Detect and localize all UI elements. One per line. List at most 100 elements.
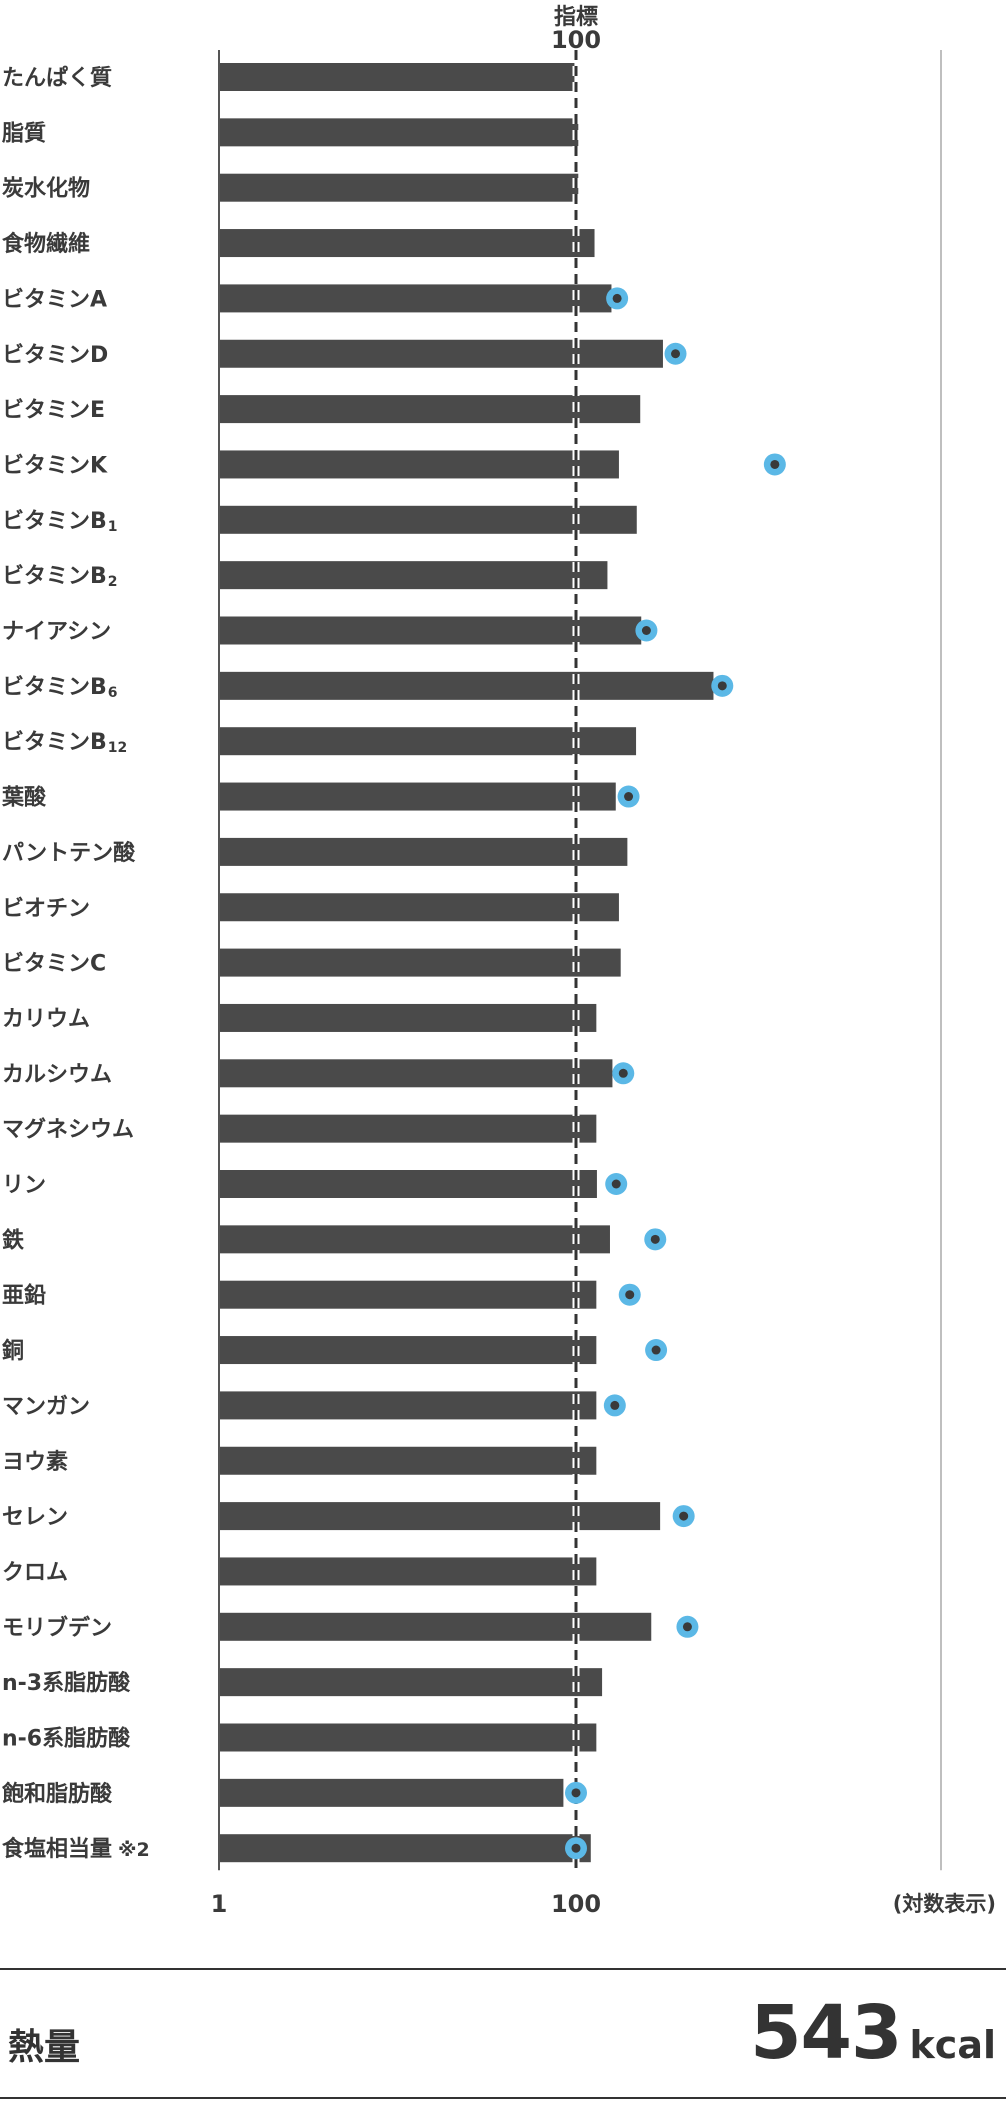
energy-unit: kcal — [909, 2023, 996, 2067]
marker-dot — [618, 1068, 628, 1078]
marker-dot — [679, 1511, 689, 1521]
bar — [219, 505, 637, 534]
bar — [219, 727, 637, 756]
energy-value: 543 — [750, 1990, 902, 2076]
marker-dot — [611, 1179, 621, 1189]
category-label: ビタミンK — [2, 453, 108, 478]
category-label: カリウム — [2, 1007, 90, 1032]
bar — [219, 1668, 603, 1697]
category-label: ビタミンB1 — [2, 509, 118, 535]
category-label: リン — [2, 1173, 46, 1198]
category-label: 食塩相当量 ※2 — [2, 1836, 150, 1862]
bar — [219, 1225, 610, 1254]
bar — [219, 616, 642, 645]
bar — [219, 229, 595, 258]
marker-dot — [682, 1622, 692, 1632]
category-label: 銅 — [2, 1338, 24, 1364]
markers — [565, 287, 786, 1860]
bar — [219, 948, 621, 977]
category-label: ヨウ素 — [2, 1449, 68, 1475]
category-label: 脂質 — [2, 120, 46, 146]
bars — [219, 63, 714, 1863]
reference-value: 100 — [551, 26, 601, 54]
energy-label: 熱量 — [8, 2027, 81, 2068]
bar — [219, 63, 575, 91]
category-label: ビタミンA — [2, 287, 107, 312]
bar — [219, 1114, 597, 1143]
category-label: マグネシウム — [2, 1117, 134, 1143]
category-label: n-6系脂肪酸 — [2, 1726, 131, 1752]
category-label: 食物繊維 — [2, 231, 90, 257]
bar — [219, 561, 608, 590]
marker-dot — [641, 626, 651, 635]
marker-dot — [612, 293, 622, 303]
bar — [219, 450, 619, 479]
category-label: モリブデン — [2, 1615, 112, 1641]
category-label: ビタミンD — [2, 343, 108, 368]
category-label: ビオチン — [2, 896, 90, 921]
bar — [219, 1446, 597, 1475]
category-label: n-3系脂肪酸 — [2, 1670, 131, 1696]
marker-dot — [571, 1788, 581, 1798]
bar — [219, 1003, 597, 1032]
divider-top — [0, 1968, 1006, 1970]
category-label: 亜鉛 — [2, 1283, 46, 1309]
category-label: クロム — [2, 1560, 68, 1585]
marker-dot — [671, 349, 681, 359]
bar — [219, 1502, 661, 1531]
divider-bottom — [0, 2097, 1006, 2099]
bar — [219, 395, 641, 424]
bar — [219, 782, 616, 811]
bar — [219, 893, 619, 922]
marker-dot — [610, 1400, 620, 1410]
marker-dot — [717, 681, 727, 691]
category-label: ビタミンE — [2, 398, 105, 423]
bar — [219, 1170, 597, 1198]
category-label: 鉄 — [2, 1227, 24, 1253]
category-label: 飽和脂肪酸 — [1, 1781, 113, 1807]
marker-dot — [625, 1290, 635, 1300]
x-tick-label-100: 100 — [551, 1890, 601, 1918]
bar — [219, 1612, 652, 1641]
bar — [219, 1557, 597, 1586]
marker-dot — [571, 1843, 581, 1853]
bar — [219, 1280, 597, 1309]
reference-label-group: 指標 100 — [551, 5, 601, 54]
bar — [219, 1059, 613, 1088]
category-label: ビタミンB12 — [2, 730, 127, 756]
bar — [219, 1723, 597, 1752]
x-tick-labels: 1 100 — [211, 1890, 601, 1918]
bar — [219, 1336, 597, 1365]
category-label: たんぱく質 — [2, 65, 112, 91]
reference-title: 指標 — [554, 5, 598, 30]
bar — [219, 1391, 597, 1420]
bar — [219, 671, 714, 700]
category-label: 炭水化物 — [2, 176, 90, 202]
energy-value-group: 543 kcal — [750, 1990, 996, 2076]
bar — [219, 1778, 564, 1807]
bar — [219, 284, 612, 313]
category-label: 葉酸 — [1, 786, 47, 811]
category-label: セレン — [2, 1505, 68, 1530]
x-tick-label-1: 1 — [211, 1890, 228, 1918]
category-label: パントテン酸 — [2, 841, 136, 866]
marker-dot — [624, 792, 634, 802]
energy-section: 熱量 543 kcal — [0, 1968, 1006, 2101]
bar — [219, 837, 628, 866]
category-label: マンガン — [2, 1394, 90, 1419]
category-label: ビタミンC — [2, 952, 106, 977]
axis-lines — [218, 50, 942, 1871]
bar — [219, 173, 579, 202]
axis-scale-note: (対数表示) — [893, 1892, 996, 1916]
category-label: ビタミンB2 — [2, 564, 118, 590]
category-label: ナイアシン — [2, 620, 111, 645]
bar — [219, 118, 579, 147]
bar — [219, 1834, 591, 1863]
marker-dot — [651, 1345, 661, 1355]
marker-dot — [770, 459, 780, 469]
category-label: カルシウム — [2, 1062, 112, 1087]
marker-dot — [650, 1234, 660, 1244]
bar — [219, 339, 663, 368]
